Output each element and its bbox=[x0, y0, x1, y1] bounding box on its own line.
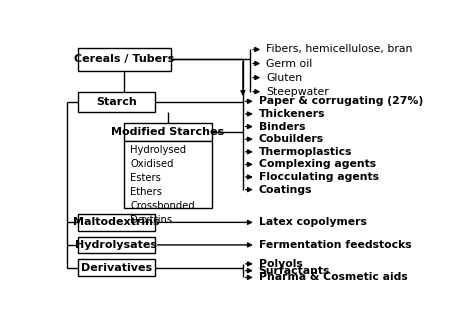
FancyBboxPatch shape bbox=[124, 141, 212, 208]
Text: Coatings: Coatings bbox=[259, 185, 312, 195]
Text: Binders: Binders bbox=[259, 122, 305, 132]
Text: Complexing agents: Complexing agents bbox=[259, 159, 376, 169]
Text: Hydrolysates: Hydrolysates bbox=[75, 240, 157, 250]
Text: Fibers, hemicellulose, bran: Fibers, hemicellulose, bran bbox=[266, 44, 412, 54]
Text: Gluten: Gluten bbox=[266, 72, 302, 83]
Text: Starch: Starch bbox=[96, 97, 137, 107]
Text: Fermentation feedstocks: Fermentation feedstocks bbox=[259, 240, 411, 250]
Text: Derivatives: Derivatives bbox=[81, 263, 152, 273]
Text: Flocculating agents: Flocculating agents bbox=[259, 172, 379, 182]
Text: Thermoplastics: Thermoplastics bbox=[259, 147, 352, 157]
Text: Cereals / Tubers: Cereals / Tubers bbox=[74, 54, 174, 64]
Text: Polyols: Polyols bbox=[259, 259, 302, 269]
FancyBboxPatch shape bbox=[78, 260, 155, 276]
FancyBboxPatch shape bbox=[78, 48, 171, 71]
FancyBboxPatch shape bbox=[78, 92, 155, 112]
Text: Thickeners: Thickeners bbox=[259, 109, 325, 119]
Text: Germ oil: Germ oil bbox=[266, 59, 312, 68]
Text: Modified Starches: Modified Starches bbox=[111, 127, 224, 137]
Text: Pharma & Cosmetic aids: Pharma & Cosmetic aids bbox=[259, 272, 408, 283]
FancyBboxPatch shape bbox=[78, 214, 155, 231]
Text: Hydrolysed
Oxidised
Esters
Ethers
Crossbonded
Dextrins: Hydrolysed Oxidised Esters Ethers Crossb… bbox=[130, 145, 195, 225]
Text: Paper & corrugating (27%): Paper & corrugating (27%) bbox=[259, 96, 423, 106]
FancyBboxPatch shape bbox=[124, 123, 212, 141]
Text: Latex copolymers: Latex copolymers bbox=[259, 217, 366, 227]
Text: Maltodextrins: Maltodextrins bbox=[73, 217, 160, 227]
Text: Cobuilders: Cobuilders bbox=[259, 134, 324, 144]
FancyBboxPatch shape bbox=[78, 237, 155, 253]
Text: Surfactants: Surfactants bbox=[259, 266, 330, 276]
Text: Steepwater: Steepwater bbox=[266, 87, 329, 97]
